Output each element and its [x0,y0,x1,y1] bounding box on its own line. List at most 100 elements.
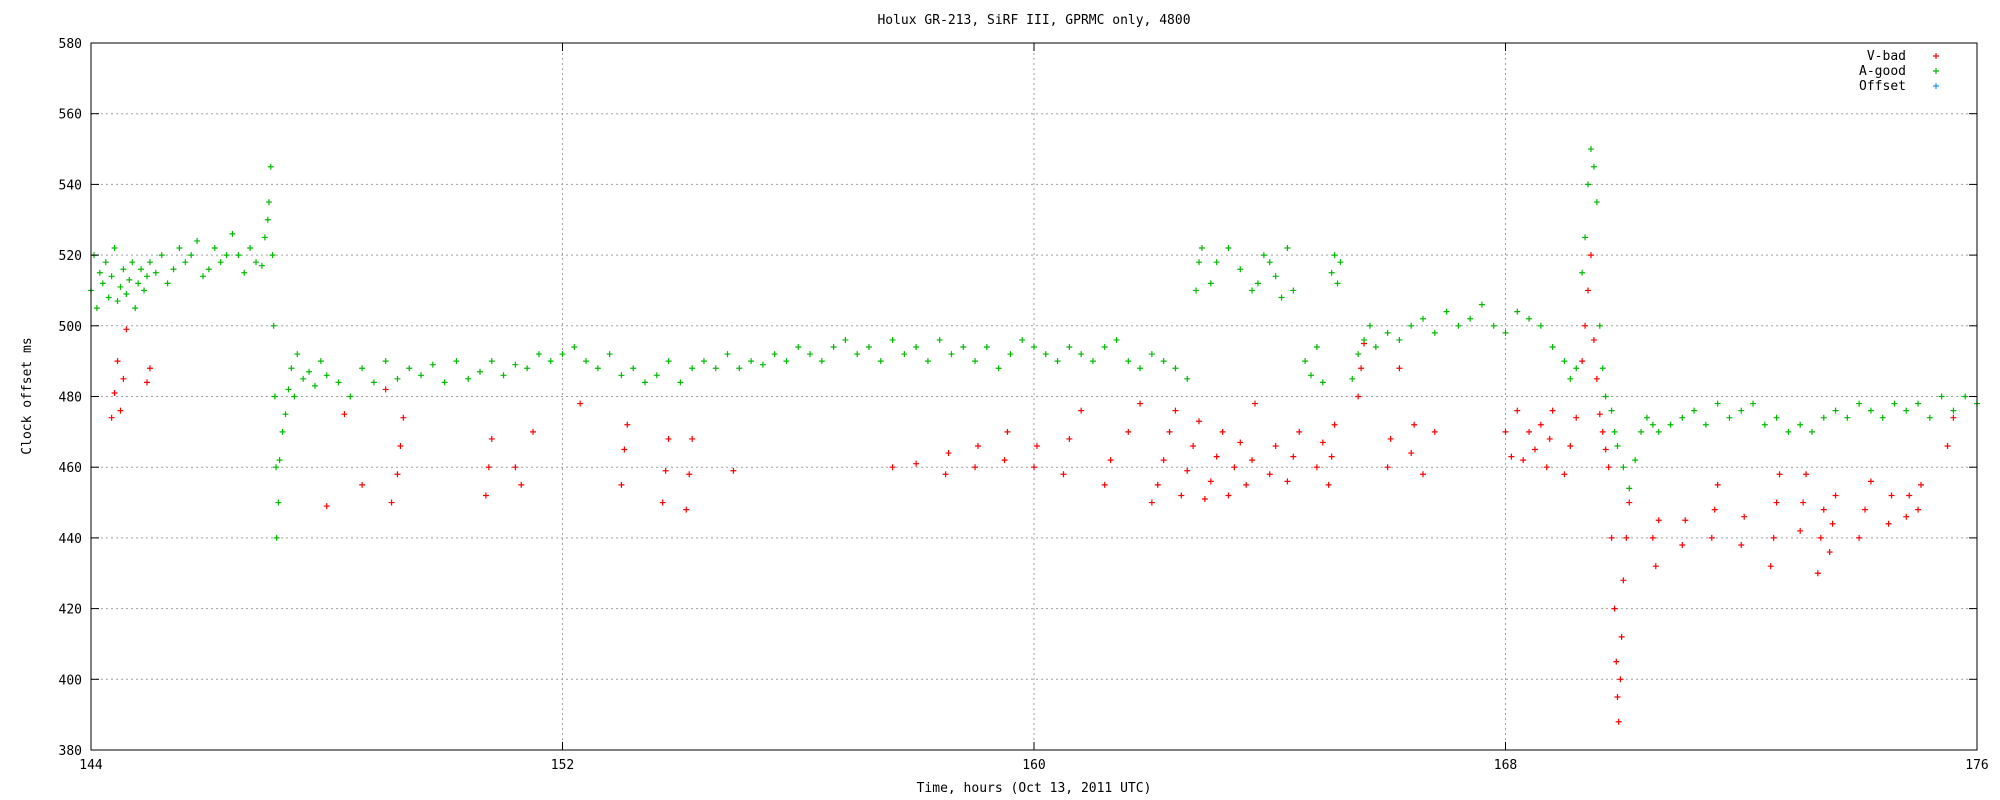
v-bad-point [1272,442,1279,449]
a-good-point [1478,301,1485,308]
a-good-point [1856,400,1863,407]
v-bad-point [1190,442,1197,449]
a-good-point [1599,365,1606,372]
a-good-point [1455,322,1462,329]
a-good-point [1272,273,1279,280]
a-good-point [865,344,872,351]
a-good-point [1915,400,1922,407]
v-bad-point [1767,563,1774,570]
v-bad-point [1800,499,1807,506]
a-good-point [1903,407,1910,414]
a-good-point [1590,163,1597,170]
a-good-point [111,245,118,252]
legend-marker-a-good [1933,68,1939,74]
a-good-point [1266,259,1273,266]
a-good-point [311,382,318,389]
a-good-point [1938,393,1945,400]
v-bad-point [683,506,690,513]
a-good-point [1213,259,1220,266]
a-good-point [1579,269,1586,276]
v-bad-point [111,389,118,396]
a-good-point [264,216,271,223]
a-good-point [1667,421,1674,428]
x-tick-label: 152 [551,758,574,773]
v-bad-point [1125,428,1132,435]
v-bad-point [1502,428,1509,435]
a-good-point [689,365,696,372]
a-good-point [972,358,979,365]
v-bad-point [1514,407,1521,414]
v-bad-point [1331,421,1338,428]
a-good-point [1284,245,1291,252]
a-good-point [273,464,280,471]
a-good-point [188,252,195,259]
y-axis-title: Clock offset ms [20,337,35,454]
v-bad-point [1154,481,1161,488]
a-good-point [1419,315,1426,322]
v-bad-point [972,464,979,471]
v-bad-point [1608,534,1615,541]
a-good-point [105,294,112,301]
v-bad-point [482,492,489,499]
v-bad-point [1797,527,1804,534]
v-bad-point [1888,492,1895,499]
v-bad-point [665,435,672,442]
a-good-point [1337,259,1344,266]
a-good-point [258,262,265,269]
v-bad-point [1620,577,1627,584]
a-good-point [1702,421,1709,428]
v-bad-point [975,442,982,449]
v-bad-point [1004,428,1011,435]
v-bad-point [1001,457,1008,464]
x-tick-label: 144 [79,758,103,773]
legend-marker-offset [1933,83,1939,89]
v-bad-point [1679,541,1686,548]
a-good-point [279,428,286,435]
a-good-point [759,361,766,368]
v-bad-point [1196,418,1203,425]
a-good-point [229,230,236,237]
v-bad-point [577,400,584,407]
v-bad-point [1101,481,1108,488]
v-bad-point [1903,513,1910,520]
a-good-point [1761,421,1768,428]
a-good-point [1738,407,1745,414]
a-good-point [1408,322,1415,329]
v-bad-point [1207,478,1214,485]
a-good-point [1587,146,1594,153]
legend-label-v-bad: V-bad [1867,49,1906,64]
a-good-point [146,259,153,266]
v-bad-point [117,407,124,414]
a-good-point [677,379,684,386]
a-good-point [276,457,283,464]
v-bad-point [1537,421,1544,428]
a-good-point [901,351,908,358]
a-good-point [1691,407,1698,414]
a-good-point [700,358,707,365]
v-bad-point [1829,520,1836,527]
legend-marker-v-bad [1933,53,1939,59]
v-bad-point [1652,563,1659,570]
chart-title: Holux GR-213, SiRF III, GPRMC only, 4800 [877,13,1190,28]
a-good-point [571,344,578,351]
a-good-point [1366,322,1373,329]
v-bad-point [1826,549,1833,556]
a-good-point [1502,329,1509,336]
v-bad-point [1319,439,1326,446]
v-bad-point [1384,464,1391,471]
a-good-point [1331,252,1338,259]
v-bad-point [1066,435,1073,442]
a-good-point [1101,344,1108,351]
v-bad-point [1626,499,1633,506]
v-bad-point [1814,570,1821,577]
a-good-point [1089,358,1096,365]
v-bad-point [1817,534,1824,541]
a-good-point [1593,199,1600,206]
a-good-point [141,287,148,294]
v-bad-point [1549,407,1556,414]
v-bad-point [1033,442,1040,449]
a-good-point [830,344,837,351]
a-good-point [1249,287,1256,294]
v-bad-point [913,460,920,467]
a-good-point [1962,393,1969,400]
